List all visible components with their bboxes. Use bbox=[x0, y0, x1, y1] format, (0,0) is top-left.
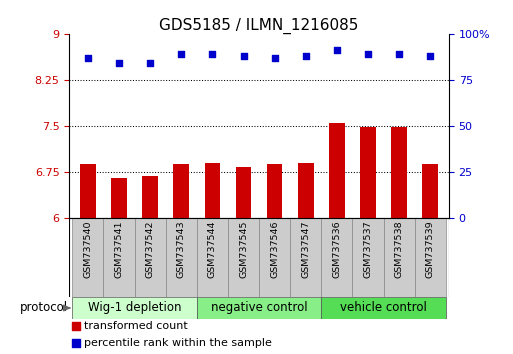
Bar bbox=[72, 297, 197, 319]
Bar bbox=[134, 218, 166, 297]
Bar bbox=[104, 218, 134, 297]
Point bbox=[177, 51, 185, 57]
Text: GSM737539: GSM737539 bbox=[426, 220, 435, 278]
Text: transformed count: transformed count bbox=[85, 321, 188, 331]
Point bbox=[115, 60, 123, 66]
Text: Wig-1 depletion: Wig-1 depletion bbox=[88, 302, 182, 314]
Bar bbox=[197, 297, 321, 319]
Bar bbox=[321, 297, 446, 319]
Bar bbox=[166, 218, 197, 297]
Bar bbox=[173, 164, 189, 218]
Point bbox=[302, 53, 310, 58]
Bar bbox=[360, 127, 376, 218]
Text: GSM737546: GSM737546 bbox=[270, 220, 279, 278]
Text: GSM737538: GSM737538 bbox=[394, 220, 404, 278]
Point bbox=[270, 55, 279, 61]
Text: GSM737543: GSM737543 bbox=[177, 220, 186, 278]
Bar bbox=[352, 218, 384, 297]
Text: GSM737541: GSM737541 bbox=[114, 220, 124, 278]
Bar bbox=[259, 218, 290, 297]
Bar bbox=[329, 123, 345, 218]
Bar bbox=[384, 218, 415, 297]
Bar bbox=[80, 165, 96, 218]
Bar bbox=[205, 162, 220, 218]
Point bbox=[240, 53, 248, 58]
Bar bbox=[236, 167, 251, 218]
Text: GSM737547: GSM737547 bbox=[301, 220, 310, 278]
Bar bbox=[321, 218, 352, 297]
Bar bbox=[298, 162, 313, 218]
Point bbox=[72, 341, 80, 346]
Text: GSM737545: GSM737545 bbox=[239, 220, 248, 278]
Text: GSM737544: GSM737544 bbox=[208, 220, 217, 278]
Point bbox=[208, 51, 216, 57]
Bar bbox=[197, 218, 228, 297]
Bar bbox=[422, 164, 438, 218]
Text: GSM737536: GSM737536 bbox=[332, 220, 341, 278]
Point bbox=[146, 60, 154, 66]
Text: protocol: protocol bbox=[19, 302, 68, 314]
Text: GSM737537: GSM737537 bbox=[364, 220, 372, 278]
Bar bbox=[111, 178, 127, 218]
Bar bbox=[143, 176, 158, 218]
Point bbox=[72, 323, 80, 329]
Bar bbox=[267, 165, 282, 218]
Bar bbox=[228, 218, 259, 297]
Text: negative control: negative control bbox=[211, 302, 307, 314]
Point bbox=[364, 51, 372, 57]
Point bbox=[426, 53, 435, 58]
Text: GSM737542: GSM737542 bbox=[146, 220, 154, 278]
Bar bbox=[391, 127, 407, 218]
Bar bbox=[415, 218, 446, 297]
Text: vehicle control: vehicle control bbox=[340, 302, 427, 314]
Text: GSM737540: GSM737540 bbox=[84, 220, 92, 278]
Point bbox=[395, 51, 403, 57]
Point bbox=[333, 47, 341, 53]
Title: GDS5185 / ILMN_1216085: GDS5185 / ILMN_1216085 bbox=[160, 17, 359, 34]
Bar bbox=[72, 218, 104, 297]
Bar bbox=[290, 218, 321, 297]
Point bbox=[84, 55, 92, 61]
Text: percentile rank within the sample: percentile rank within the sample bbox=[85, 338, 272, 348]
